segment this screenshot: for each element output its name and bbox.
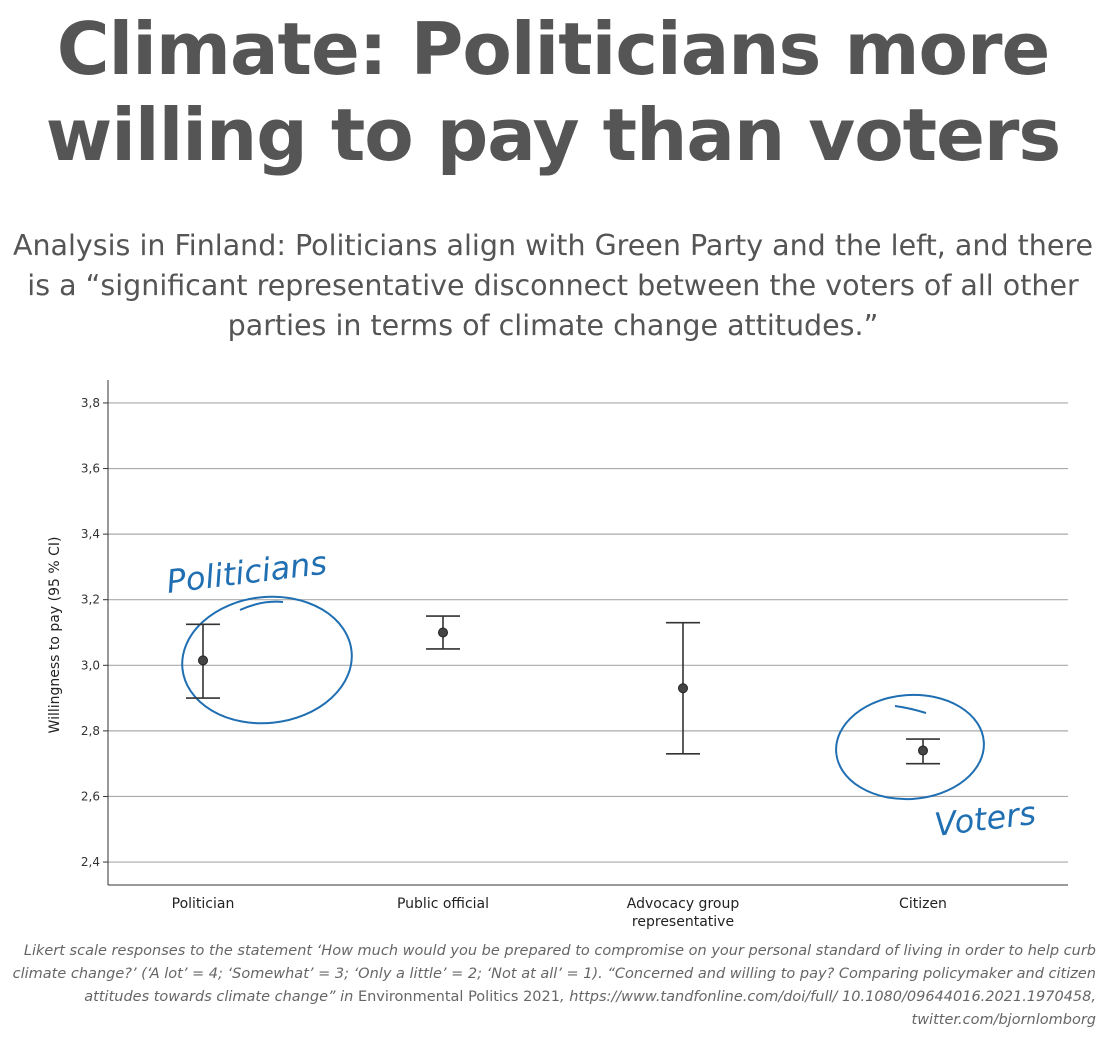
- y-tick-label: 2,4: [81, 855, 100, 869]
- mean-point: [438, 627, 448, 638]
- voters-circle-tail: [894, 705, 927, 714]
- y-tick-label: 3,0: [81, 658, 100, 672]
- x-category-label-line: Citizen: [899, 896, 947, 912]
- caption-journal: Environmental Politics 2021: [357, 989, 560, 1005]
- grid-lines: [108, 402, 1068, 863]
- politicians-circle-tail: [239, 600, 284, 611]
- y-tick-label: 3,4: [81, 527, 100, 541]
- x-category-label-line: Advocacy group: [627, 896, 740, 912]
- error-bar: [426, 615, 460, 650]
- voters-label: Voters: [932, 794, 1038, 844]
- chart-title: Climate: Politicians more willing to pay…: [45, 7, 1062, 177]
- caption-text: Likert scale responses to the statement …: [12, 943, 1096, 1005]
- y-axis-title: Willingness to pay (95 % CI): [47, 537, 63, 734]
- annotation-voters: Voters: [835, 693, 1038, 844]
- y-tick-label: 2,8: [81, 724, 100, 738]
- mean-point: [198, 655, 208, 666]
- politicians-circle: [181, 595, 353, 725]
- y-tick-label: 3,8: [81, 396, 100, 410]
- x-category-label: Politician: [172, 896, 235, 912]
- x-category-label: Advocacy group representative: [627, 896, 740, 930]
- x-category-labels: Politician Public official Advocacy group r…: [172, 896, 947, 930]
- y-tick-labels: 2,4 2,6 2,8 3,0 3,2 3,4 3,6 3,8: [81, 396, 108, 869]
- x-category-label-line: representative: [632, 914, 734, 930]
- chart-subtitle: Analysis in Finland: Politicians align w…: [12, 229, 1094, 342]
- politicians-label: Politicians: [164, 544, 329, 601]
- chart-area: 2,4 2,6 2,8 3,0 3,2 3,4 3,6 3,8 Willingness to …: [47, 380, 1068, 930]
- y-tick-label: 2,6: [81, 789, 100, 803]
- caption: Likert scale responses to the statement …: [10, 940, 1096, 1032]
- caption-source: , https://www.tandfonline.com/doi/full/ …: [559, 989, 1096, 1028]
- x-category-label: Public official: [397, 896, 489, 912]
- mean-point: [918, 745, 928, 756]
- error-bar: [186, 623, 220, 699]
- error-bar: [666, 621, 700, 755]
- voters-circle: [835, 693, 985, 801]
- annotation-politicians: Politicians: [164, 544, 353, 725]
- x-category-label: Citizen: [899, 896, 947, 912]
- y-tick-label: 3,2: [81, 593, 100, 607]
- chart-marks: [186, 615, 940, 765]
- mean-point: [678, 683, 688, 694]
- y-tick-label: 3,6: [81, 462, 100, 476]
- x-category-label-line: Politician: [172, 896, 235, 912]
- error-bar: [906, 738, 940, 765]
- x-category-label-line: Public official: [397, 896, 489, 912]
